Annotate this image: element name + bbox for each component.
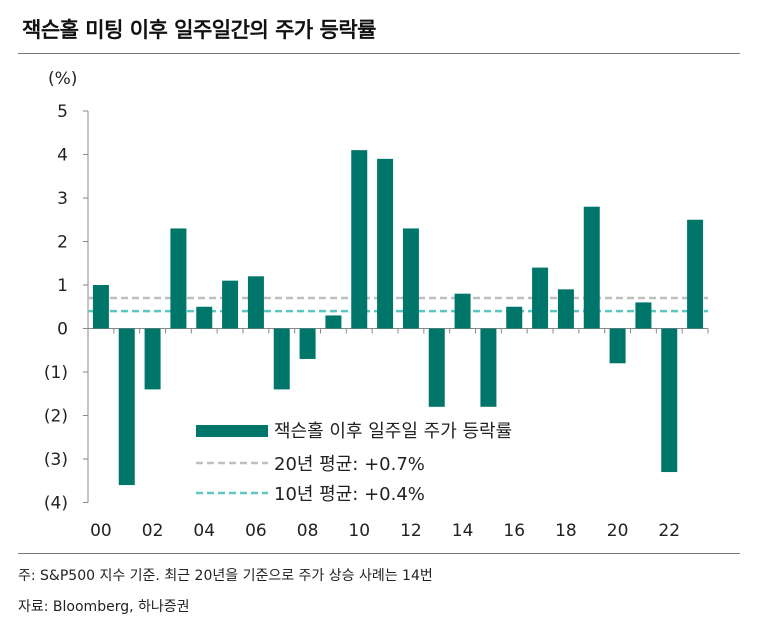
x-tick-label: 20: [607, 521, 629, 541]
x-tick-label: 08: [297, 521, 319, 541]
x-tick-label: 16: [503, 521, 525, 541]
bar-18: [557, 289, 574, 329]
reference-lines-layer: [88, 296, 708, 313]
y-tick-label: 2: [57, 233, 68, 253]
bar-23: [687, 219, 704, 329]
bar-07: [273, 328, 290, 390]
bar-22: [661, 328, 678, 473]
chart-title: 잭슨홀 미팅 이후 일주일간의 주가 등락률: [22, 18, 377, 42]
bar-21: [635, 302, 652, 329]
y-axis-unit-label: (%): [48, 69, 77, 89]
y-tick-label: (3): [44, 450, 68, 470]
y-tick-label: (4): [44, 494, 68, 514]
bar-12: [402, 228, 419, 329]
axes-layer: [83, 110, 709, 503]
bar-03: [170, 228, 187, 329]
y-tick-label: 4: [57, 146, 68, 166]
y-tick-label: 3: [57, 189, 68, 209]
x-tick-label: 00: [90, 521, 112, 541]
bar-17: [532, 267, 549, 329]
x-tick-label: 10: [348, 521, 370, 541]
y-tick-label: (2): [44, 407, 68, 427]
bottom-rule: [18, 553, 740, 554]
y-tick-label: (1): [44, 363, 68, 383]
x-tick-label: 04: [193, 521, 215, 541]
x-tick-label: 22: [658, 521, 680, 541]
x-tick-label: 14: [452, 521, 474, 541]
bar-04: [196, 306, 213, 329]
bar-11: [377, 158, 394, 329]
y-tick-label: 0: [57, 320, 68, 340]
bar-09: [325, 315, 342, 329]
bar-15: [480, 328, 497, 407]
bar-05: [222, 280, 239, 329]
bar-00: [92, 285, 109, 329]
bar-10: [351, 150, 368, 329]
x-tick-label: 18: [555, 521, 577, 541]
bar-02: [144, 328, 161, 390]
bar-06: [247, 276, 264, 329]
legend-label: 20년 평균: +0.7%: [274, 454, 425, 475]
bar-01: [118, 328, 135, 486]
legend-label: 10년 평균: +0.4%: [274, 484, 425, 505]
x-tick-label: 06: [245, 521, 267, 541]
bar-14: [454, 293, 471, 329]
x-tick-label: 12: [400, 521, 422, 541]
top-rule: [18, 53, 740, 54]
legend-swatch-bar: [196, 425, 268, 437]
bar-20: [609, 328, 626, 364]
bar-19: [583, 206, 600, 329]
y-tick-label: 5: [57, 102, 68, 122]
bar-16: [506, 306, 523, 329]
source-note: 자료: Bloomberg, 하나증권: [18, 599, 190, 615]
x-tick-label: 02: [142, 521, 164, 541]
legend-layer: 잭슨홀 이후 일주일 주가 등락률 20년 평균: +0.7% 10년 평균: +0…: [196, 421, 512, 505]
legend-label: 잭슨홀 이후 일주일 주가 등락률: [274, 421, 512, 442]
bar-08: [299, 328, 316, 359]
y-tick-label: 1: [57, 276, 68, 296]
footnote: 주: S&P500 지수 기준. 최근 20년을 기준으로 주가 상승 사례는 …: [18, 568, 433, 584]
bars-layer: [92, 150, 704, 486]
bar-13: [428, 328, 445, 407]
